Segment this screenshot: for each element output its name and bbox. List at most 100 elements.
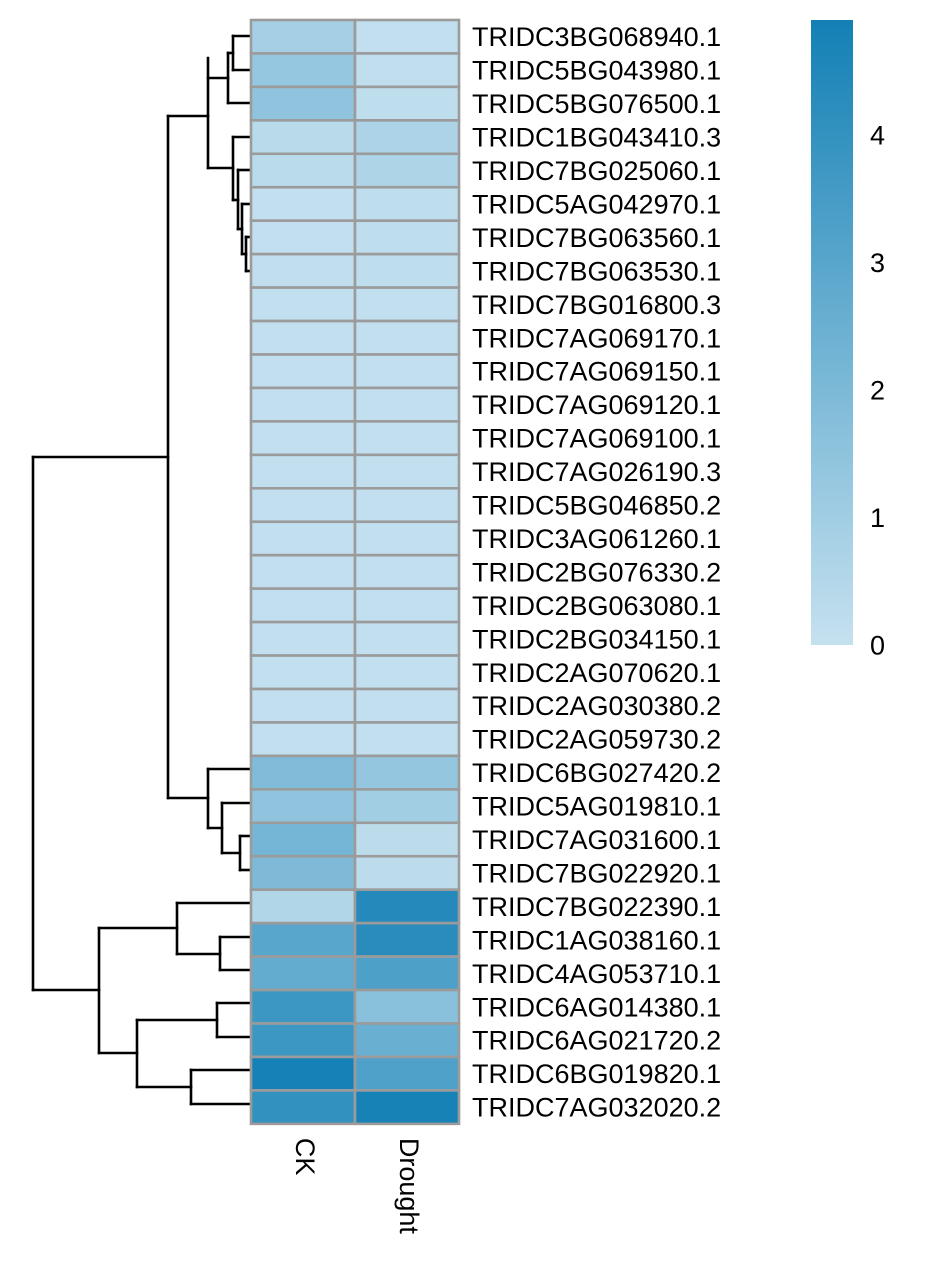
color-legend-tick-label: 0 — [870, 631, 885, 661]
row-label: TRIDC1BG043410.3 — [472, 123, 721, 153]
heatmap-cell — [249, 353, 357, 390]
row-label: TRIDC6BG019820.1 — [472, 1059, 721, 1089]
heatmap-cell — [353, 420, 461, 457]
heatmap-cell — [249, 620, 357, 657]
row-label: TRIDC1AG038160.1 — [472, 925, 721, 955]
heatmap-cell — [353, 788, 461, 825]
heatmap-cell — [249, 1089, 357, 1126]
row-label: TRIDC7AG069150.1 — [472, 357, 721, 387]
heatmap-cell — [353, 553, 461, 590]
heatmap-cell — [353, 152, 461, 189]
heatmap-cell — [353, 252, 461, 289]
heatmap-cell — [249, 252, 357, 289]
color-legend-tick-label: 4 — [870, 120, 885, 150]
heatmap-cell — [249, 152, 357, 189]
heatmap-cell — [353, 85, 461, 122]
row-label: TRIDC7AG031600.1 — [472, 825, 721, 855]
heatmap-cell — [353, 1055, 461, 1092]
heatmap-cell — [249, 18, 357, 55]
heatmap-cell — [353, 888, 461, 925]
heatmap-cell — [249, 185, 357, 223]
heatmap-cell — [353, 754, 461, 791]
heatmap-cell — [353, 687, 461, 724]
heatmap-cell — [353, 955, 461, 992]
row-label: TRIDC7BG022920.1 — [472, 858, 721, 888]
row-label: TRIDC2BG034150.1 — [472, 624, 721, 654]
heatmap-cell — [353, 319, 461, 356]
heatmap-cell — [249, 119, 357, 156]
row-label: TRIDC6AG014380.1 — [472, 992, 721, 1022]
heatmap-cell — [249, 486, 357, 524]
column-label: Drought — [394, 1138, 424, 1235]
row-label: TRIDC7BG022390.1 — [472, 892, 721, 922]
heatmap-cell — [249, 1055, 357, 1092]
row-label: TRIDC5AG019810.1 — [472, 792, 721, 822]
heatmap-cell — [249, 955, 357, 992]
row-label: TRIDC6BG027420.2 — [472, 758, 721, 788]
row-label: TRIDC3AG061260.1 — [472, 524, 721, 554]
heatmap-cell — [353, 1022, 461, 1059]
heatmap-cell — [353, 654, 461, 691]
color-legend-tick-label: 1 — [870, 503, 885, 533]
color-legend-bar — [811, 20, 853, 645]
row-label: TRIDC7BG063530.1 — [472, 256, 721, 286]
heatmap-cell — [353, 921, 461, 958]
heatmap-cell — [353, 1089, 461, 1126]
heatmap-cell — [353, 386, 461, 423]
heatmap-cell — [249, 286, 357, 323]
row-label: TRIDC5BG046850.2 — [472, 491, 721, 521]
heatmap-cell — [353, 18, 461, 55]
heatmap-cell — [353, 119, 461, 156]
heatmap-cell — [249, 453, 357, 490]
heatmap-cell — [249, 854, 357, 892]
heatmap-cell — [249, 319, 357, 356]
heatmap-cell — [249, 52, 357, 89]
row-label: TRIDC5BG076500.1 — [472, 89, 721, 119]
column-label: CK — [290, 1138, 320, 1176]
heatmap-cell — [249, 1022, 357, 1059]
row-label: TRIDC2BG063080.1 — [472, 591, 721, 621]
heatmap-cell — [353, 854, 461, 892]
heatmap-cell — [353, 587, 461, 624]
row-label: TRIDC5BG043980.1 — [472, 56, 721, 86]
heatmap-cell — [353, 219, 461, 256]
heatmap-cell — [353, 286, 461, 323]
row-labels: TRIDC3BG068940.1TRIDC5BG043980.1TRIDC5BG… — [472, 22, 721, 1122]
heatmap-cell — [249, 654, 357, 691]
heatmap-cell — [249, 553, 357, 590]
heatmap-cell — [353, 520, 461, 557]
heatmap-cell — [249, 921, 357, 958]
heatmap-cell — [249, 420, 357, 457]
row-label: TRIDC5AG042970.1 — [472, 189, 721, 219]
row-label: TRIDC2BG076330.2 — [472, 557, 721, 587]
heatmap-cell — [353, 821, 461, 858]
heatmap-cell — [353, 353, 461, 390]
row-label: TRIDC4AG053710.1 — [472, 959, 721, 989]
heatmap-cell — [353, 988, 461, 1025]
color-legend-tick-label: 3 — [870, 248, 885, 278]
heatmap-cell — [249, 386, 357, 423]
heatmap-cell — [353, 620, 461, 657]
row-label: TRIDC7BG063560.1 — [472, 223, 721, 253]
row-label: TRIDC7BG016800.3 — [472, 290, 721, 320]
heatmap-cell — [249, 721, 357, 758]
heatmap-cell — [353, 52, 461, 89]
row-label: TRIDC2AG059730.2 — [472, 725, 721, 755]
color-legend: 0 1 2 3 4 — [811, 20, 885, 661]
row-label: TRIDC3BG068940.1 — [472, 22, 721, 52]
color-legend-tick-label: 2 — [870, 375, 885, 405]
row-label: TRIDC7AG032020.2 — [472, 1093, 721, 1123]
row-label: TRIDC7AG069120.1 — [472, 390, 721, 420]
heatmap-cell — [249, 587, 357, 624]
heatmap-cell — [249, 687, 357, 724]
row-label: TRIDC2AG030380.2 — [472, 691, 721, 721]
heatmap-cells — [249, 18, 461, 1126]
row-label: TRIDC6AG021720.2 — [472, 1026, 721, 1056]
row-label: TRIDC2AG070620.1 — [472, 658, 721, 688]
heatmap-cell — [249, 888, 357, 925]
heatmap-cell — [353, 185, 461, 223]
column-labels: CK Drought — [290, 1138, 424, 1235]
heatmap-cell — [353, 453, 461, 490]
heatmap-cell — [353, 721, 461, 758]
